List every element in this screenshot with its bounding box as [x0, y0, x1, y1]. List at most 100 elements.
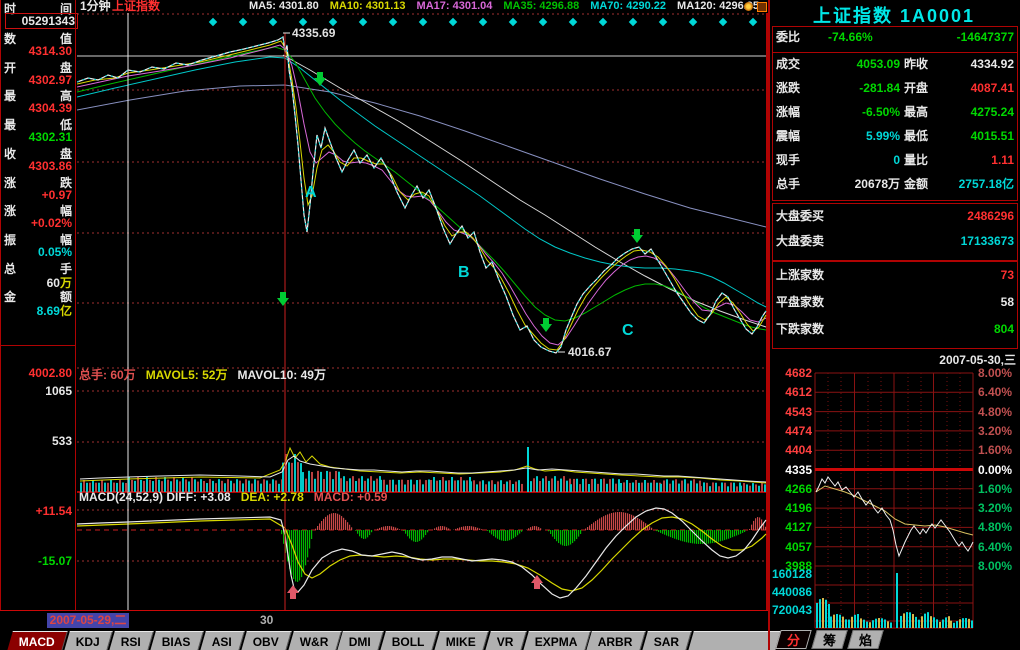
mavol5-label: MAVOL5: 52万	[145, 368, 228, 382]
ma-label: MA120: 4296.95	[677, 0, 759, 12]
mini-axis-price-label: 4127	[785, 520, 812, 535]
view-tab-焰[interactable]: 焰	[847, 630, 884, 649]
stat-row: 涨幅 -6.50% 最高 4275.24	[776, 105, 1014, 119]
time-label: 时	[4, 2, 17, 16]
draw-tool-icon[interactable]	[744, 2, 753, 11]
sidebar-row-label: 金额	[4, 290, 72, 305]
sidebar-row-label: 开盘	[4, 60, 72, 75]
weibi-label: 委比	[776, 30, 801, 44]
timeline-top-border	[0, 610, 770, 611]
indicator-tab-kdj[interactable]: KDJ	[64, 631, 113, 650]
indicator-tab-bar: MACD KDJ RSI BIAS ASI OBV W&R DMI BOLL MIKE VR EXPM…	[0, 630, 781, 650]
signal-diamonds	[208, 17, 758, 27]
advance-decline-box: 上涨家数 73 平盘家数 58 下跌家数 804	[772, 261, 1018, 349]
sell-arrow-icon	[631, 229, 643, 243]
mini-axis-price-label: 4612	[785, 385, 812, 400]
mini-axis-percent-label: 3.20%	[978, 501, 1013, 516]
board-orders-box: 大盘委买 2486296 大盘委卖 17133673	[772, 203, 1018, 261]
period-label[interactable]: 1分钟	[80, 0, 111, 13]
sidebar-row-label: 振幅	[4, 232, 72, 247]
sidebar-rows: 数值 4314.30 开盘 4302.97 最高 4304.39 最低 4302.31 收盘 43…	[0, 0, 76, 345]
buy-arrow-icon	[287, 585, 299, 599]
indicator-tab-obv[interactable]: OBV	[240, 631, 292, 650]
axis-gutter-label: 1065	[45, 384, 72, 398]
buy-arrow-icon	[531, 575, 543, 589]
indicator-tab-boll[interactable]: BOLL	[380, 631, 438, 650]
sidebar-row-label: 数值	[4, 32, 72, 46]
mini-axis-percent-label: 8.00%	[978, 559, 1013, 573]
count-row: 平盘家数 58	[776, 295, 1014, 309]
sidebar-time-row: 时 间	[4, 2, 72, 16]
ma-label: MA70: 4290.22	[590, 0, 667, 12]
ma-legend: MA5: 4301.80 MA10: 4301.13 MA17: 4301.04 MA…	[249, 0, 759, 13]
stat-row: 涨跌 -281.84 开盘 4087.41	[776, 81, 1014, 95]
right-tab-bar: 分筹焰	[775, 630, 884, 649]
sidebar-row-value: 4303.86	[28, 158, 72, 173]
indicator-tab-vr[interactable]: VR	[485, 631, 527, 650]
weibi-diff-value: -14647377	[956, 30, 1014, 44]
timeline-date-selected[interactable]: 2007-05-29,二	[47, 613, 129, 628]
mini-axis-price-label: 4543	[785, 404, 812, 419]
mini-axis-price-label: 4335	[785, 462, 812, 477]
sidebar-row-label: 总手	[4, 261, 72, 276]
sidebar-row-value: 4304.39	[28, 101, 72, 116]
indicator-tab-dmi[interactable]: DMI	[337, 631, 385, 650]
mini-axis-percent-label: 6.40%	[978, 539, 1013, 554]
intraday-mini-chart[interactable]: 4682 4612 4543 4474 4404 4335 4266 4196 4127 4057…	[770, 366, 1020, 630]
sidebar-row-value: 0.05%	[37, 244, 72, 259]
ma-label: MA35: 4296.88	[503, 0, 580, 12]
mini-axis-percent-label: 6.40%	[978, 385, 1013, 400]
ma-label: MA17: 4301.04	[416, 0, 493, 12]
macd-dea-label: DEA: +2.78	[240, 490, 304, 504]
indicator-tab-mike[interactable]: MIKE	[434, 631, 489, 650]
quote-sidebar: 时 间 05291343 数值 4314.30 开盘 4302.97 最高 4304.39…	[0, 0, 78, 650]
sell-arrow-icon	[277, 292, 289, 306]
axis-gutter-label: 533	[51, 434, 72, 448]
low-price-tag: 4016.67	[568, 345, 612, 359]
indicator-tab-macd[interactable]: MACD	[7, 631, 68, 650]
main-chart[interactable]	[77, 13, 768, 611]
chart-top-bar: 1分钟 上证指数 MA5: 4301.80 MA10: 4301.13 MA17: …	[77, 0, 768, 13]
indicator-tab-bias[interactable]: BIAS	[150, 631, 204, 650]
mini-axis-price-label: 4266	[785, 481, 812, 496]
panel-divider	[768, 0, 770, 650]
mini-axis-price-label: 4404	[785, 443, 812, 458]
wave-letter-c: C	[622, 322, 634, 339]
timeline-day-label[interactable]: 30	[260, 613, 274, 627]
mini-axis-volume-label: 720043	[771, 603, 812, 617]
indicator-tab-expma[interactable]: EXPMA	[522, 631, 591, 650]
window-tool-icon[interactable]	[757, 2, 767, 12]
count-row: 下跌家数 804	[776, 322, 1014, 336]
indicator-tab-rsi[interactable]: RSI	[109, 631, 154, 650]
sell-arrow-icon	[540, 318, 552, 332]
mini-axis-volume-label: 440086	[771, 585, 812, 599]
sidebar-row-label: 最高	[4, 89, 72, 104]
sidebar-bottom-border	[0, 345, 76, 346]
sidebar-row-value: 4302.97	[28, 72, 72, 87]
mini-axis-price-label: 4057	[785, 539, 812, 554]
mavol10-label: MAVOL10: 49万	[237, 368, 326, 382]
board-row: 大盘委卖 17133673	[776, 234, 1014, 248]
mini-axis-volume-label: 160128	[771, 567, 812, 581]
indicator-tab-sar[interactable]: SAR	[642, 631, 693, 650]
mini-axis-percent-label: 8.00%	[978, 366, 1013, 380]
wave-letter-a: A	[305, 184, 317, 201]
mini-axis-percent-label: 4.80%	[978, 520, 1013, 535]
indicator-tab-wr[interactable]: W&R	[287, 631, 342, 650]
indicator-tab-asi[interactable]: ASI	[199, 631, 245, 650]
stat-row: 成交 4053.09 昨收 4334.92	[776, 57, 1014, 71]
time-value-box: 05291343	[5, 13, 78, 29]
axis-gutter-label: -15.07	[37, 554, 72, 568]
macd-value-label: MACD: +0.59	[313, 490, 388, 504]
mini-chart-canvas[interactable]	[770, 368, 1020, 630]
symbol-label[interactable]: 上证指数	[112, 0, 161, 13]
indicator-tab-arbr[interactable]: ARBR	[586, 631, 646, 650]
mini-axis-percent-label: 4.80%	[978, 404, 1013, 419]
mini-axis-percent-label: 1.60%	[978, 443, 1013, 458]
volume-total-label: 总手: 60万	[79, 368, 136, 382]
view-tab-分[interactable]: 分	[775, 630, 812, 649]
view-tab-筹[interactable]: 筹	[811, 630, 848, 649]
quote-panel: 上证指数 1A0001 委比 -74.66% -14647377 成交 4053.…	[770, 0, 1020, 650]
sidebar-row-value: 4302.31	[28, 130, 72, 145]
